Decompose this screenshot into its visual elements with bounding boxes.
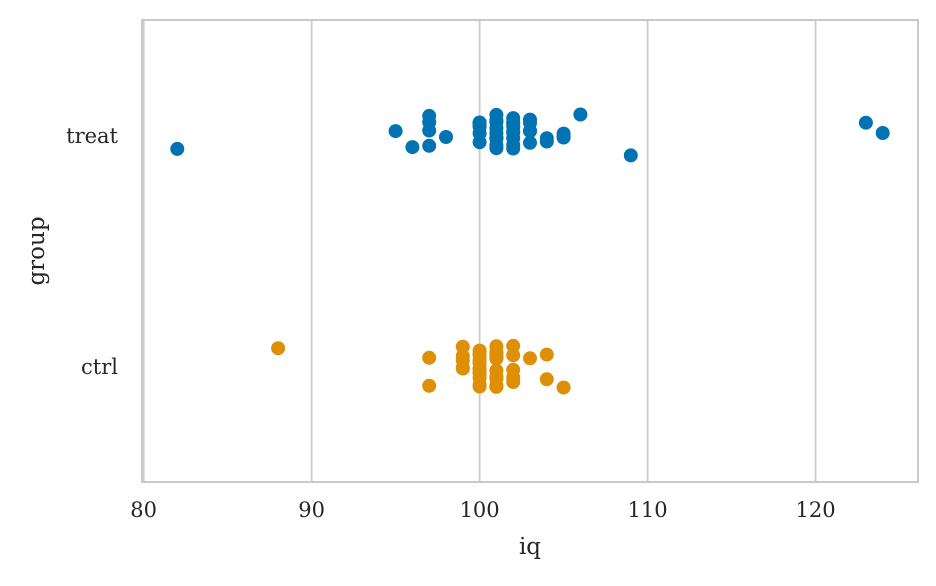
plot-border — [141, 19, 919, 483]
x-tick-label-110: 110 — [627, 498, 668, 522]
data-point-treat — [858, 115, 873, 130]
data-point-treat — [506, 115, 521, 130]
x-axis-label: iq — [518, 534, 542, 560]
data-point-treat — [506, 138, 521, 152]
y-axis-label: group — [24, 216, 50, 286]
data-point-ctrl — [455, 349, 470, 364]
x-tick-label-100: 100 — [459, 498, 500, 522]
data-point-treat — [405, 140, 420, 155]
data-point-treat — [523, 123, 537, 138]
data-point-ctrl — [472, 379, 487, 394]
data-point-treat — [539, 131, 554, 146]
data-point-ctrl — [506, 362, 521, 377]
data-point-ctrl — [539, 347, 554, 362]
data-point-ctrl — [455, 360, 470, 375]
x-tick-label-90: 90 — [298, 498, 326, 522]
data-point-treat — [422, 108, 437, 123]
data-point-ctrl — [422, 350, 437, 365]
data-point-treat — [489, 126, 504, 141]
data-point-treat — [170, 141, 185, 156]
data-point-treat — [489, 141, 504, 156]
data-point-ctrl — [506, 338, 521, 353]
y-tick-label-treat: treat — [66, 123, 118, 148]
plot-background — [142, 20, 918, 482]
data-point-ctrl — [472, 366, 487, 381]
data-point-treat — [472, 119, 487, 134]
data-point-ctrl — [523, 351, 537, 366]
data-point-treat — [388, 124, 403, 139]
data-point-ctrl — [539, 372, 554, 387]
data-point-ctrl — [556, 380, 571, 395]
data-point-ctrl — [422, 378, 437, 393]
data-point-ctrl — [506, 375, 521, 389]
data-point-treat — [439, 130, 453, 144]
y-tick-label-ctrl: ctrl — [81, 354, 118, 379]
data-point-ctrl — [271, 341, 286, 356]
data-point-ctrl — [472, 356, 487, 371]
data-point-treat — [623, 148, 638, 163]
data-point-treat — [556, 126, 571, 141]
data-point-treat — [875, 126, 890, 140]
x-tick-label-80: 80 — [130, 498, 158, 522]
data-point-ctrl — [489, 339, 504, 354]
data-point-treat — [573, 107, 588, 122]
data-point-ctrl — [489, 363, 504, 378]
x-tick-label-120: 120 — [795, 498, 836, 522]
data-point-treat — [523, 135, 537, 150]
data-point-treat — [422, 138, 437, 153]
